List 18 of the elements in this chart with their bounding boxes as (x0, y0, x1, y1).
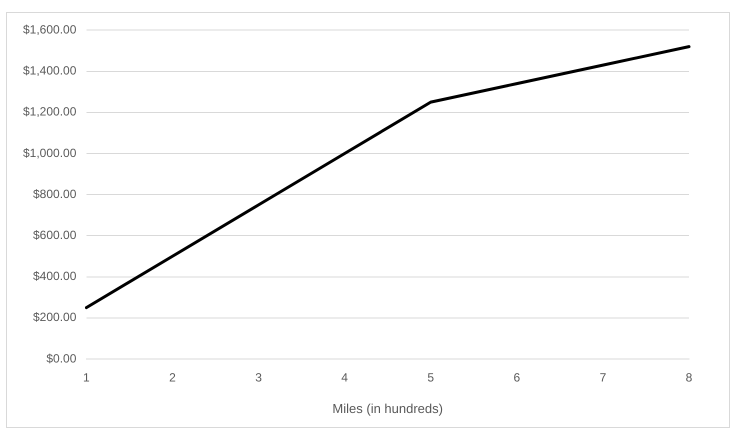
y-tick-label: $600.00 (32, 228, 77, 242)
y-tick-label: $1,400.00 (22, 64, 77, 78)
y-tick-label: $1,600.00 (22, 22, 77, 37)
y-tick-label: $800.00 (32, 186, 77, 201)
x-tick-label: 4 (341, 370, 348, 385)
y-tick-label: $400.00 (32, 269, 77, 284)
y-tick-label: $200.00 (32, 310, 77, 324)
x-tick-label: 2 (169, 370, 176, 385)
x-axis-title: Miles (in hundreds) (332, 400, 443, 416)
x-tick-label: 6 (513, 370, 520, 385)
y-tick-label: $1,200.00 (22, 104, 77, 119)
x-tick-label: 5 (427, 370, 434, 385)
y-tick-label: $1,000.00 (22, 146, 77, 160)
y-tick-label: $0.00 (46, 351, 77, 366)
x-tick-label: 7 (600, 370, 607, 385)
x-tick-label: 3 (255, 370, 262, 385)
x-tick-label: 1 (83, 370, 90, 385)
x-tick-label: 8 (686, 370, 693, 385)
